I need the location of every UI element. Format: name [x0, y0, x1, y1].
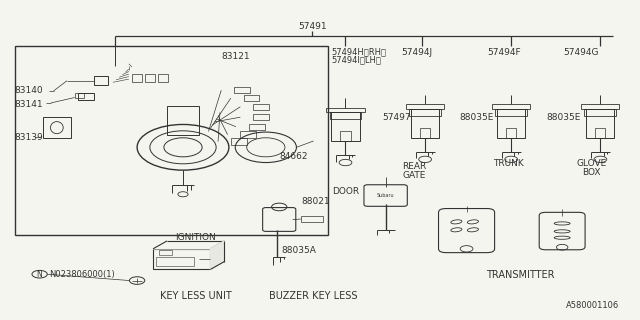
- Bar: [409, 109, 441, 116]
- Text: 57494I〈LH〉: 57494I〈LH〉: [332, 56, 381, 65]
- Bar: [584, 109, 616, 116]
- Bar: [301, 216, 323, 222]
- Bar: [506, 128, 516, 138]
- Bar: [145, 74, 155, 82]
- Text: N: N: [36, 270, 42, 279]
- Text: 83139: 83139: [14, 133, 43, 142]
- Bar: [244, 95, 259, 101]
- Text: A580001106: A580001106: [566, 301, 620, 310]
- Text: IGNITION: IGNITION: [175, 233, 216, 242]
- Text: 57497: 57497: [382, 113, 411, 122]
- Bar: [495, 109, 527, 116]
- Bar: [492, 105, 531, 109]
- Bar: [253, 114, 269, 120]
- Bar: [159, 251, 172, 255]
- Polygon shape: [211, 241, 225, 269]
- Text: DOOR: DOOR: [332, 187, 359, 196]
- Text: TRUNK: TRUNK: [493, 159, 524, 168]
- Bar: [156, 257, 195, 266]
- Bar: [248, 124, 264, 130]
- Bar: [411, 109, 439, 138]
- Bar: [253, 104, 269, 110]
- Text: REAR: REAR: [402, 162, 426, 171]
- Text: GATE: GATE: [403, 171, 426, 180]
- Bar: [43, 117, 72, 138]
- Bar: [326, 108, 365, 112]
- Bar: [595, 128, 605, 138]
- Text: Subaru: Subaru: [377, 193, 394, 198]
- Text: BOX: BOX: [582, 168, 601, 177]
- Bar: [332, 112, 360, 141]
- Text: 57491: 57491: [298, 22, 326, 31]
- Bar: [94, 76, 108, 85]
- Bar: [157, 74, 168, 82]
- Text: 57494J: 57494J: [401, 48, 433, 57]
- Bar: [75, 93, 84, 98]
- Text: 88035E: 88035E: [459, 113, 493, 122]
- Text: 88035A: 88035A: [282, 246, 317, 255]
- Text: KEY LESS UNIT: KEY LESS UNIT: [160, 292, 232, 301]
- Bar: [231, 139, 246, 145]
- Text: TRANSMITTER: TRANSMITTER: [486, 270, 555, 280]
- Polygon shape: [153, 241, 225, 249]
- Bar: [406, 105, 444, 109]
- Bar: [167, 106, 199, 135]
- Bar: [132, 74, 142, 82]
- Text: N023806000(1): N023806000(1): [49, 270, 115, 279]
- Bar: [234, 87, 250, 93]
- Bar: [586, 109, 614, 138]
- Bar: [78, 93, 94, 100]
- Text: 84662: 84662: [279, 152, 308, 161]
- Bar: [15, 46, 328, 235]
- Text: 83140: 83140: [14, 86, 43, 95]
- Bar: [420, 128, 430, 138]
- Bar: [340, 132, 351, 141]
- Text: 83121: 83121: [221, 52, 250, 61]
- Bar: [241, 132, 256, 138]
- Text: 57494F: 57494F: [487, 48, 520, 57]
- Bar: [581, 105, 620, 109]
- Text: 83141: 83141: [14, 100, 43, 109]
- Text: GLOVE: GLOVE: [577, 159, 607, 168]
- Text: 57494G: 57494G: [563, 48, 599, 57]
- Bar: [497, 109, 525, 138]
- Text: BUZZER KEY LESS: BUZZER KEY LESS: [269, 292, 358, 301]
- Bar: [153, 249, 211, 269]
- Text: 57494H〈RH〉: 57494H〈RH〉: [332, 48, 387, 57]
- Text: 88021: 88021: [301, 197, 330, 206]
- Text: 88035E: 88035E: [546, 113, 580, 122]
- Bar: [330, 112, 362, 119]
